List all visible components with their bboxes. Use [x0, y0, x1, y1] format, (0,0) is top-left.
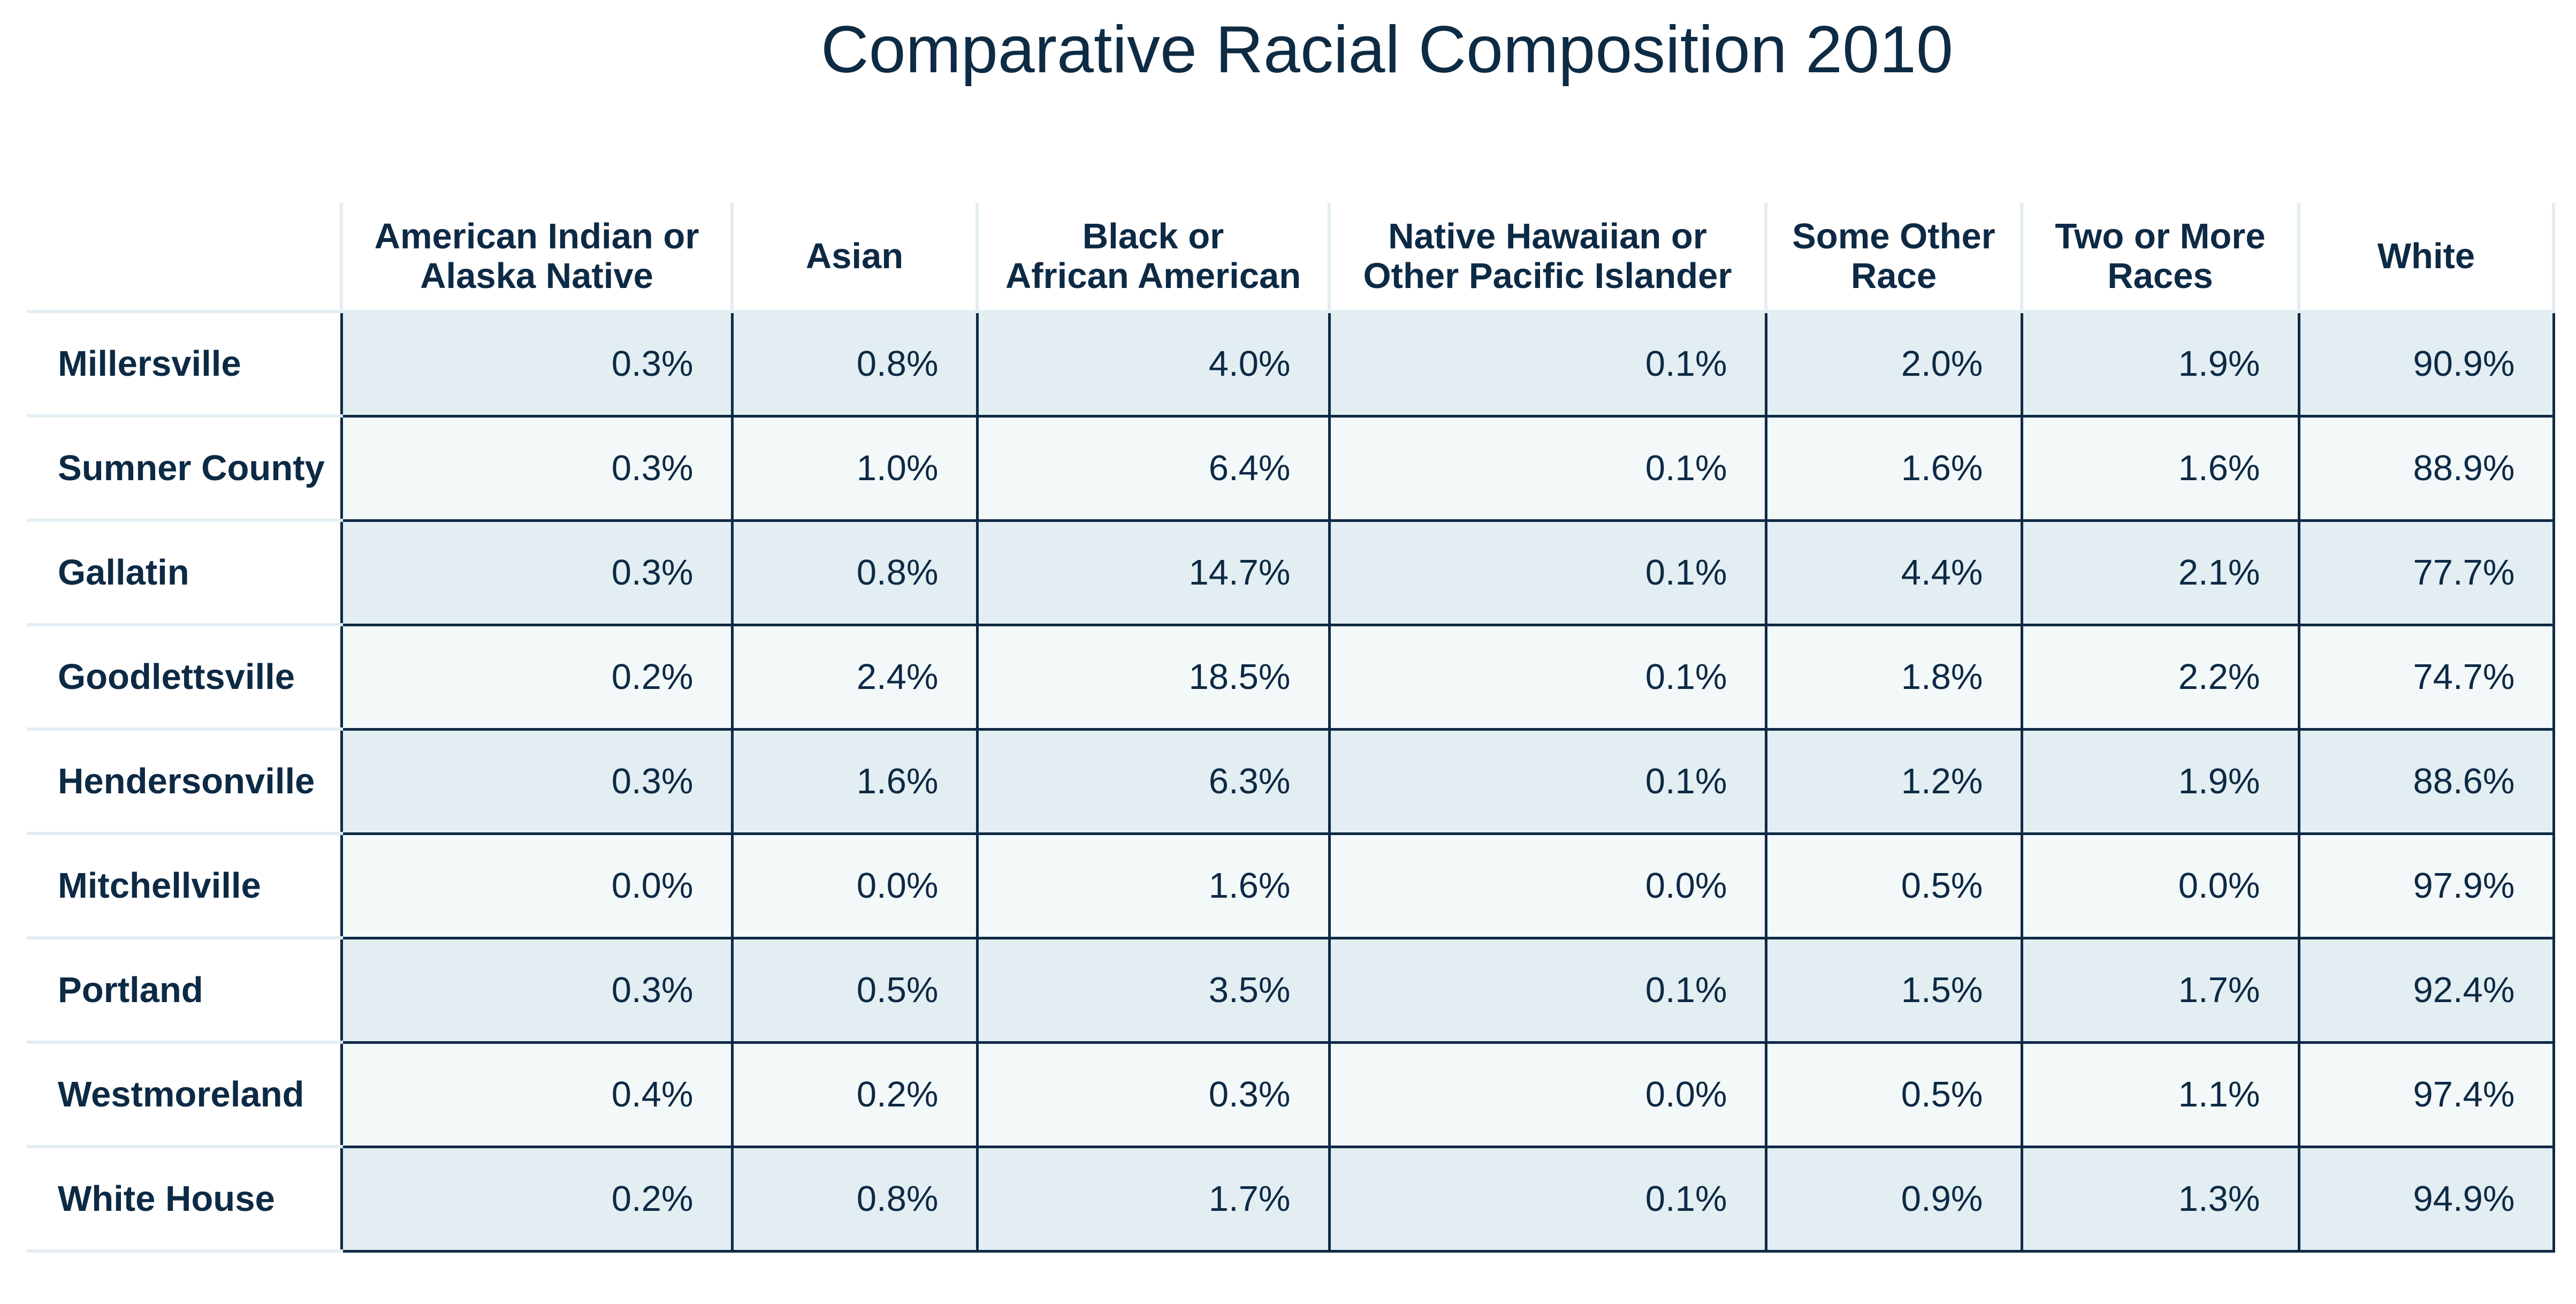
header-corner-cell: [27, 203, 343, 313]
table-row: Hendersonville 0.3% 1.6% 6.3% 0.1% 1.2% …: [27, 727, 2555, 835]
table-cell: 0.1%: [1328, 310, 1767, 418]
table-cell: 0.3%: [340, 727, 734, 835]
table-cell: 6.4%: [975, 414, 1331, 522]
table-cell: 18.5%: [975, 623, 1331, 731]
table-cell: 4.4%: [1764, 519, 2023, 626]
table-cell: 0.2%: [730, 1041, 979, 1148]
column-header-black: Black or African American: [975, 203, 1331, 313]
table-cell: 1.5%: [1764, 936, 2023, 1044]
table-cell: 1.3%: [2020, 1145, 2300, 1253]
table-cell: 0.3%: [340, 936, 734, 1044]
table-cell: 0.1%: [1328, 623, 1767, 731]
table-cell: 97.9%: [2297, 832, 2555, 939]
table-cell: 94.9%: [2297, 1145, 2555, 1253]
column-header-white: White: [2297, 203, 2555, 313]
row-label: Portland: [27, 938, 341, 1044]
row-label: Gallatin: [27, 520, 341, 626]
table-cell: 0.2%: [340, 1145, 734, 1253]
table-row: Goodlettsville 0.2% 2.4% 18.5% 0.1% 1.8%…: [27, 623, 2555, 731]
row-label: Goodlettsville: [27, 625, 341, 731]
table-cell: 88.9%: [2297, 414, 2555, 522]
table-cell: 0.8%: [730, 310, 979, 418]
column-header-native-hawaiian: Native Hawaiian or Other Pacific Islander: [1328, 203, 1767, 313]
table-cell: 0.0%: [1328, 832, 1767, 939]
table-cell: 77.7%: [2297, 519, 2555, 626]
table-cell: 1.9%: [2020, 727, 2300, 835]
table-cell: 0.1%: [1328, 1145, 1767, 1253]
table-cell: 88.6%: [2297, 727, 2555, 835]
racial-composition-table: American Indian or Alaska Native Asian Bl…: [27, 203, 2555, 1253]
table-cell: 0.5%: [1764, 832, 2023, 939]
table-cell: 1.7%: [975, 1145, 1331, 1253]
header-row: American Indian or Alaska Native Asian Bl…: [27, 203, 2555, 313]
table-row: Gallatin 0.3% 0.8% 14.7% 0.1% 4.4% 2.1% …: [27, 519, 2555, 626]
table-cell: 0.0%: [2020, 832, 2300, 939]
table-cell: 0.8%: [730, 519, 979, 626]
table-cell: 0.1%: [1328, 727, 1767, 835]
table-cell: 0.5%: [730, 936, 979, 1044]
column-header-some-other-race: Some Other Race: [1764, 203, 2023, 313]
table-cell: 1.6%: [975, 832, 1331, 939]
table-cell: 0.3%: [975, 1041, 1331, 1148]
table-cell: 0.0%: [340, 832, 734, 939]
column-header-asian: Asian: [730, 203, 979, 313]
table-cell: 0.3%: [340, 519, 734, 626]
row-label: Mitchellville: [27, 833, 341, 939]
table-row: Westmoreland 0.4% 0.2% 0.3% 0.0% 0.5% 1.…: [27, 1041, 2555, 1148]
table-cell: 97.4%: [2297, 1041, 2555, 1148]
table-cell: 0.3%: [340, 414, 734, 522]
table-cell: 1.1%: [2020, 1041, 2300, 1148]
table-cell: 1.7%: [2020, 936, 2300, 1044]
table-cell: 0.5%: [1764, 1041, 2023, 1148]
table-cell: 1.6%: [1764, 414, 2023, 522]
table-cell: 1.0%: [730, 414, 979, 522]
table-row: Sumner County 0.3% 1.0% 6.4% 0.1% 1.6% 1…: [27, 414, 2555, 522]
table-row: Millersville 0.3% 0.8% 4.0% 0.1% 2.0% 1.…: [27, 310, 2555, 418]
table-cell: 1.6%: [2020, 414, 2300, 522]
column-header-two-or-more: Two or More Races: [2020, 203, 2300, 313]
page-title: Comparative Racial Composition 2010: [821, 13, 1953, 87]
row-label: Millersville: [27, 312, 341, 418]
table-cell: 0.9%: [1764, 1145, 2023, 1253]
table-cell: 3.5%: [975, 936, 1331, 1044]
table-cell: 0.8%: [730, 1145, 979, 1253]
table-cell: 0.1%: [1328, 519, 1767, 626]
table-cell: 2.1%: [2020, 519, 2300, 626]
table-cell: 0.4%: [340, 1041, 734, 1148]
table-row: Mitchellville 0.0% 0.0% 1.6% 0.0% 0.5% 0…: [27, 832, 2555, 939]
table-cell: 2.0%: [1764, 310, 2023, 418]
table-cell: 0.1%: [1328, 414, 1767, 522]
table-cell: 74.7%: [2297, 623, 2555, 731]
row-label: Sumner County: [27, 416, 341, 522]
table-row: Portland 0.3% 0.5% 3.5% 0.1% 1.5% 1.7% 9…: [27, 936, 2555, 1044]
table-cell: 0.2%: [340, 623, 734, 731]
row-label: White House: [27, 1147, 341, 1253]
table-cell: 0.3%: [340, 310, 734, 418]
table-cell: 0.0%: [730, 832, 979, 939]
row-label: Hendersonville: [27, 729, 341, 835]
table-cell: 1.9%: [2020, 310, 2300, 418]
table-cell: 2.2%: [2020, 623, 2300, 731]
table-cell: 2.4%: [730, 623, 979, 731]
row-label: Westmoreland: [27, 1042, 341, 1148]
table-cell: 1.2%: [1764, 727, 2023, 835]
table-cell: 90.9%: [2297, 310, 2555, 418]
table-row: White House 0.2% 0.8% 1.7% 0.1% 0.9% 1.3…: [27, 1145, 2555, 1253]
table-cell: 1.6%: [730, 727, 979, 835]
column-header-american-indian: American Indian or Alaska Native: [340, 203, 734, 313]
table-cell: 4.0%: [975, 310, 1331, 418]
table-cell: 0.0%: [1328, 1041, 1767, 1148]
table-cell: 92.4%: [2297, 936, 2555, 1044]
table-cell: 14.7%: [975, 519, 1331, 626]
table-cell: 1.8%: [1764, 623, 2023, 731]
table-cell: 6.3%: [975, 727, 1331, 835]
table-cell: 0.1%: [1328, 936, 1767, 1044]
